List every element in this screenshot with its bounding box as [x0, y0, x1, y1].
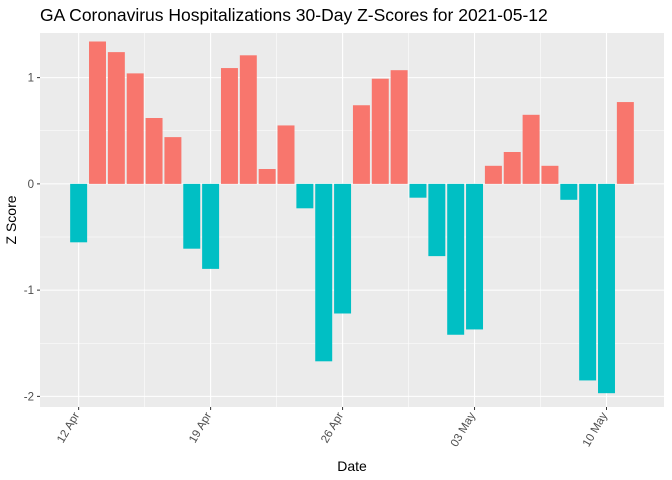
bar: [258, 169, 276, 184]
bar: [522, 114, 540, 184]
plot-panel: [40, 33, 664, 407]
bar: [239, 55, 257, 184]
bar: [409, 183, 427, 198]
bar: [579, 183, 597, 381]
bar: [503, 152, 521, 184]
bar: [145, 118, 163, 184]
x-axis-title: Date: [337, 458, 367, 474]
y-tick-label: 0: [28, 179, 34, 191]
bar: [220, 68, 238, 184]
y-tick-label: -1: [24, 285, 34, 297]
y-tick-label: 1: [28, 73, 34, 85]
bar: [428, 183, 446, 257]
bar: [126, 73, 144, 184]
bar: [598, 183, 615, 394]
bar: [202, 183, 220, 269]
x-tick-label: 10 May: [581, 410, 610, 449]
bar: [352, 105, 370, 184]
bar: [616, 102, 634, 184]
bar: [560, 183, 578, 200]
x-tick-label: 03 May: [449, 410, 478, 449]
bar: [466, 183, 484, 330]
bar: [277, 125, 295, 184]
y-tick-label: -2: [24, 391, 34, 403]
bar: [315, 183, 333, 362]
bar: [296, 183, 314, 209]
x-tick-label: 26 Apr: [319, 410, 346, 445]
bar: [183, 183, 201, 249]
x-tick-label: 19 Apr: [187, 410, 214, 445]
bar: [541, 165, 559, 184]
bar: [371, 78, 389, 184]
bar: [164, 137, 182, 184]
y-axis-title: Z Score: [3, 195, 19, 244]
bar: [484, 165, 502, 184]
bar: [390, 70, 408, 184]
x-tick-label: 12 Apr: [55, 410, 82, 445]
bar: [89, 41, 106, 184]
bar: [447, 183, 465, 335]
chart-title: GA Coronavirus Hospitalizations 30-Day Z…: [40, 5, 548, 25]
bar: [107, 52, 125, 184]
bar: [334, 183, 352, 314]
bar: [70, 183, 88, 243]
